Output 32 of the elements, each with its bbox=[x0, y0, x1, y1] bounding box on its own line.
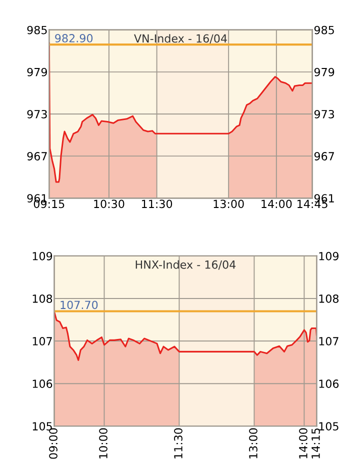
x-tick-label: 10:30 bbox=[94, 200, 124, 208]
x-tick-label: 11:30 bbox=[142, 200, 172, 208]
ref-line-label: 107.70 bbox=[60, 300, 98, 310]
y-tick-label: 973 bbox=[27, 110, 47, 118]
y-tick-label: 985 bbox=[27, 26, 47, 34]
y-tick-label: 979 bbox=[27, 68, 47, 76]
x-tick-label: 09:00 bbox=[49, 428, 58, 459]
x-tick-label: 14:00 bbox=[262, 200, 292, 208]
x-tick-label: 13:00 bbox=[214, 200, 244, 208]
ref-line-label: 982.90 bbox=[55, 34, 93, 42]
y2-tick-label: 108 bbox=[319, 294, 339, 303]
y2-tick-label: 109 bbox=[319, 252, 338, 260]
x-tick-label: 14:15 bbox=[312, 428, 320, 458]
y-tick-label: 967 bbox=[27, 152, 47, 160]
y-tick-label: 108 bbox=[32, 294, 52, 303]
y2-tick-label: 979 bbox=[314, 68, 334, 76]
y2-tick-label: 107 bbox=[319, 337, 338, 346]
x-tick-label: 13:00 bbox=[249, 428, 258, 458]
y-tick-label: 105 bbox=[32, 422, 52, 431]
y2-tick-label: 973 bbox=[314, 110, 334, 118]
x-tick-label: 10:00 bbox=[99, 428, 108, 458]
x-tick-label: 11:30 bbox=[174, 428, 182, 458]
y2-tick-label: 985 bbox=[314, 26, 334, 34]
chart-title: VN-Index - 16/04 bbox=[134, 34, 227, 44]
y2-tick-label: 105 bbox=[319, 422, 338, 431]
x-tick-label: 14:00 bbox=[299, 428, 308, 458]
y2-tick-label: 106 bbox=[319, 380, 339, 388]
y-tick-label: 109 bbox=[32, 252, 52, 260]
y-tick-label: 106 bbox=[32, 380, 52, 388]
y2-tick-label: 967 bbox=[314, 152, 334, 160]
chart-title: HNX-Index - 16/04 bbox=[136, 260, 236, 270]
y-tick-label: 107 bbox=[32, 337, 52, 346]
